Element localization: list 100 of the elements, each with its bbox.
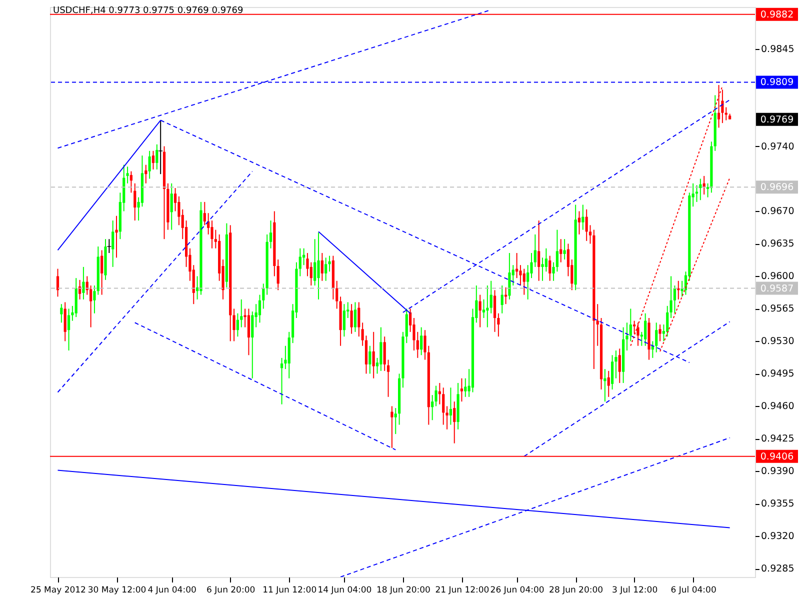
x-tick-label: 26 Jun 04:00 <box>490 586 544 596</box>
candlestick <box>538 220 540 282</box>
candlestick <box>695 184 698 202</box>
candlestick <box>563 238 566 260</box>
candlestick <box>269 220 272 249</box>
candlestick <box>148 150 151 180</box>
y-tick-label: 0.9390 <box>761 466 794 478</box>
candlestick <box>585 208 588 242</box>
candlestick <box>67 308 70 351</box>
y-tick-label: 0.9530 <box>761 336 794 348</box>
candlestick <box>390 406 394 448</box>
candlestick <box>380 326 382 372</box>
candlestick <box>607 370 610 398</box>
candlestick <box>629 308 632 342</box>
candlestick <box>310 262 312 286</box>
candlestick <box>314 238 316 286</box>
candlestick <box>152 150 155 170</box>
y-tick-label: 0.9565 <box>761 304 794 315</box>
candlestick <box>541 257 544 282</box>
candlestick <box>658 324 662 342</box>
candlestick <box>508 252 511 300</box>
candlestick <box>394 408 397 435</box>
candlestick <box>556 229 558 272</box>
y-tick-label: 0.9635 <box>761 238 794 250</box>
candlestick <box>240 298 243 328</box>
candlestick <box>236 312 239 338</box>
y-tick-label: 0.9495 <box>761 368 794 380</box>
candlestick <box>460 378 464 402</box>
x-tick-label: 11 Jun 12:00 <box>262 586 317 596</box>
ref-line-label: 0.9406 <box>760 451 794 462</box>
candlestick <box>453 401 456 444</box>
candlestick <box>618 348 621 384</box>
candlestick <box>644 312 647 346</box>
x-tick-label: 14 Jun 04:00 <box>318 586 372 596</box>
candlestick <box>56 268 60 298</box>
candlestick <box>251 310 254 379</box>
candlestick <box>107 238 112 254</box>
candlestick <box>112 220 114 268</box>
candlestick <box>324 257 328 282</box>
candlestick <box>115 215 118 258</box>
candlestick <box>203 201 206 226</box>
candlestick <box>354 302 357 332</box>
x-tick-label: 18 Jun 20:00 <box>376 586 430 596</box>
candlestick <box>526 264 530 300</box>
y-tick-label: 0.9740 <box>761 141 794 152</box>
candlestick <box>358 302 360 338</box>
candlestick <box>383 336 386 372</box>
candlestick <box>500 285 504 314</box>
x-tick-label: 25 May 2012 <box>30 586 86 596</box>
candlestick <box>673 285 676 314</box>
candlestick <box>610 354 614 390</box>
candlestick <box>544 248 548 272</box>
candlestick <box>134 182 136 222</box>
y-tick-label: 0.9285 <box>761 564 794 575</box>
x-tick-label: 6 Jul 04:00 <box>670 586 716 596</box>
candlestick <box>247 308 250 356</box>
candlestick <box>522 268 526 296</box>
x-tick-label: 30 May 12:00 <box>88 586 146 596</box>
candlestick <box>280 357 284 405</box>
candlestick <box>258 294 262 324</box>
candlestick <box>262 283 265 310</box>
x-tick-label: 4 Jun 04:00 <box>148 586 196 596</box>
candlestick <box>317 232 320 300</box>
candlestick <box>490 280 492 314</box>
candlestick <box>60 304 63 324</box>
candlestick <box>420 326 423 356</box>
candlestick <box>699 178 702 201</box>
candlestick <box>64 302 66 342</box>
candlestick <box>156 144 158 170</box>
candlestick <box>548 255 552 282</box>
ref-line-label: 0.9809 <box>760 77 794 88</box>
y-tick-label: 0.9425 <box>761 434 794 445</box>
candlestick <box>144 164 148 184</box>
candlestick <box>431 394 434 421</box>
candlestick <box>82 266 85 300</box>
candlestick <box>372 331 375 379</box>
candlestick <box>478 294 482 328</box>
x-tick-label: 3 Jul 12:00 <box>612 586 658 596</box>
candlestick <box>633 320 636 334</box>
candlestick <box>342 304 346 338</box>
candlestick <box>482 298 486 318</box>
candlestick <box>320 252 324 282</box>
candlestick <box>276 259 280 291</box>
y-tick-label: 0.9320 <box>761 531 794 542</box>
ref-line-label: 0.9587 <box>760 283 794 294</box>
x-tick-label: 6 Jun 20:00 <box>206 586 256 596</box>
candlestick <box>655 322 658 353</box>
y-tick-label: 0.9845 <box>761 44 794 55</box>
candlestick <box>493 290 496 332</box>
text: 0.9769 <box>760 114 794 126</box>
candlestick <box>560 238 562 263</box>
x-tick-label: 21 Jun 12:00 <box>435 586 490 596</box>
candlestick <box>368 345 372 374</box>
candlestick <box>170 182 173 230</box>
candlestick <box>464 378 467 398</box>
x-tick-label: 28 Jun 20:00 <box>549 586 604 596</box>
candlestick <box>158 120 163 175</box>
candlestick <box>582 204 584 230</box>
candlestick <box>100 250 104 296</box>
ref-line-label: 0.9882 <box>760 9 794 20</box>
